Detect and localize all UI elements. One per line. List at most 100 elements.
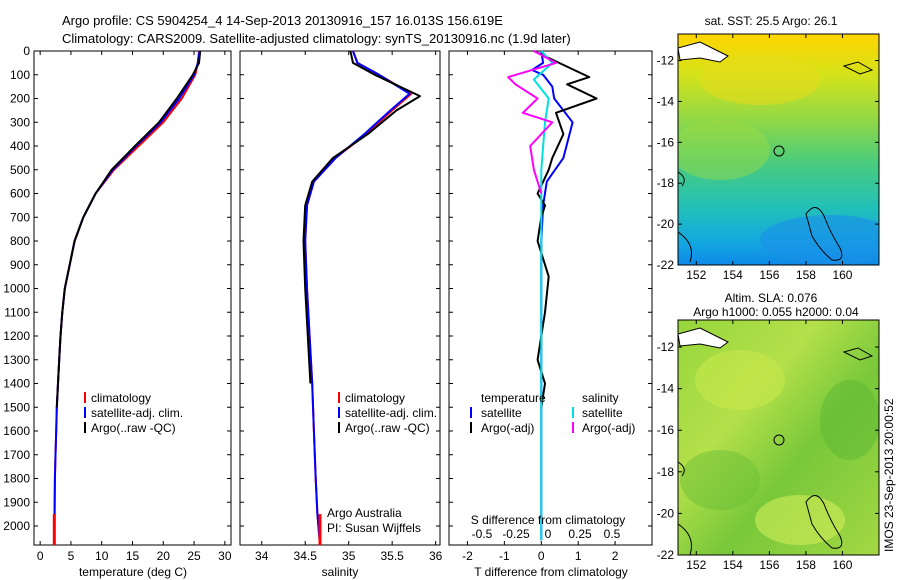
coastline [805, 495, 843, 549]
map-y-tick-label: -16 [657, 135, 675, 149]
sst-cool-patch [760, 215, 879, 265]
argo-position-marker [773, 145, 785, 157]
legend-label-argo: Argo(..raw -QC) [345, 421, 430, 435]
x-tick-label: 0 [37, 549, 44, 563]
x-tick-label: 10 [95, 549, 109, 563]
map-x-tick-label: 160 [832, 558, 852, 572]
y-tick-label: 1400 [3, 377, 30, 391]
y-tick-label: 0 [23, 44, 30, 58]
map-y-tick-label: -18 [657, 465, 675, 479]
map-x-tick-label: 158 [796, 558, 816, 572]
legend-label-s-satellite: satellite [582, 406, 623, 420]
y-tick-label: 1300 [3, 353, 30, 367]
y-tick-label: 400 [10, 139, 30, 153]
legend-label-climatology: climatology [345, 391, 405, 405]
series-line [302, 50, 421, 384]
x-tick-label: 30 [218, 549, 232, 563]
difference-top-ticks: -0.5 -0.25 0 0.25 0.5 [472, 527, 621, 541]
x-tick-label: 34.5 [294, 549, 318, 563]
map-y-tick-label: -18 [657, 176, 675, 190]
legend-label-argo: Argo(..raw -QC) [91, 421, 176, 435]
map-x-tick-label: 154 [723, 558, 743, 572]
map-y-tick-label: -14 [657, 94, 675, 108]
map-y-tick-label: -20 [657, 506, 675, 520]
map-y-tick-label: -22 [657, 548, 675, 562]
s-diff-tick-label: -0.5 [472, 527, 493, 541]
map-y-tick-label: -12 [657, 340, 675, 354]
sst-map-frame [677, 33, 880, 266]
series-line [304, 50, 413, 546]
legend-label-t-argo: Argo(-adj) [481, 421, 534, 435]
legend-heading-salinity: salinity [582, 391, 619, 405]
sla-dark-patch [680, 450, 760, 510]
y-tick-label: 500 [10, 163, 30, 177]
series-line [53, 50, 200, 546]
legend-label-satellite: satellite-adj. clim. [345, 406, 437, 420]
coastline [678, 231, 692, 263]
x-tick-label: 36 [429, 549, 443, 563]
sla-map-frame [677, 319, 880, 556]
y-tick-label: 700 [10, 210, 30, 224]
y-tick-label: 300 [10, 115, 30, 129]
coastline [842, 61, 874, 75]
sla-map-ticks: 152 154 156 158 160 -12 -14 -16 -18 -20 -22 [657, 320, 879, 572]
difference-xlabel-top: S difference from climatology [471, 513, 626, 527]
y-tick-label: 900 [10, 258, 30, 272]
map-y-tick-label: -16 [657, 423, 675, 437]
y-tick-label: 200 [10, 92, 30, 106]
argo-australia-note: Argo Australia [327, 506, 402, 520]
sst-map [678, 34, 879, 265]
argo-position-marker [773, 434, 785, 446]
series-line [53, 50, 201, 546]
y-tick-label: 1600 [3, 424, 30, 438]
map-y-tick-label: -14 [657, 382, 675, 396]
x-tick-label: -2 [462, 549, 473, 563]
map-x-tick-label: 160 [832, 268, 852, 282]
map-y-tick-label: -20 [657, 217, 675, 231]
x-tick-label: 34 [255, 549, 269, 563]
sst-warm-patch [700, 55, 820, 105]
x-tick-label: 5 [68, 549, 75, 563]
sst-green-patch [678, 120, 770, 180]
temperature-xlabel: temperature (deg C) [79, 565, 187, 579]
coastline [678, 327, 729, 349]
temperature-legend: climatology satellite-adj. clim. Argo(..… [84, 391, 183, 435]
series-line [533, 50, 598, 408]
coastline [678, 171, 685, 187]
legend-heading-temperature: temperature [481, 391, 546, 405]
sla-map-title-line2: Argo h1000: 0.055 h2000: 0.04 [693, 305, 859, 319]
x-tick-label: 1 [575, 549, 582, 563]
x-tick-label: -1 [499, 549, 510, 563]
legend-label-t-satellite: satellite [481, 406, 522, 420]
y-tick-label: 600 [10, 187, 30, 201]
x-tick-label: 25 [187, 549, 201, 563]
difference-legend: temperature satellite Argo(-adj) salinit… [470, 391, 635, 435]
legend-label-s-argo: Argo(-adj) [582, 421, 635, 435]
s-diff-tick-label: 0.5 [604, 527, 621, 541]
figure-subtitle: Climatology: CARS2009. Satellite-adjuste… [62, 31, 571, 46]
salinity-xlabel: salinity [322, 565, 359, 579]
y-tick-label: 1900 [3, 495, 30, 509]
salinity-legend: climatology satellite-adj. clim. Argo(..… [327, 391, 437, 535]
temperature-series [52, 50, 202, 546]
pi-note: PI: Susan Wijffels [327, 521, 421, 535]
map-x-tick-label: 152 [686, 558, 706, 572]
y-tick-label: 1000 [3, 282, 30, 296]
s-diff-tick-label: -0.25 [502, 527, 530, 541]
series-line [55, 50, 202, 408]
y-tick-label: 2000 [3, 519, 30, 533]
timestamp-stamp: IMOS 23-Sep-2013 20:00:52 [882, 398, 896, 552]
figure-title: Argo profile: CS 5904254_4 14-Sep-2013 2… [62, 13, 503, 28]
sla-map [678, 320, 879, 555]
salinity-series [302, 50, 421, 546]
map-x-tick-label: 154 [723, 268, 743, 282]
sst-map-title: sat. SST: 25.5 Argo: 26.1 [705, 14, 838, 28]
salinity-axes: 34 34.5 35 35.5 36 [240, 50, 443, 563]
x-tick-label: 15 [126, 549, 140, 563]
difference-xlabel: T difference from climatology [474, 565, 628, 579]
coastline [678, 41, 729, 63]
y-tick-label: 1700 [3, 448, 30, 462]
y-tick-label: 1500 [3, 400, 30, 414]
y-tick-label: 100 [10, 68, 30, 82]
sla-bright-patch [695, 350, 785, 410]
